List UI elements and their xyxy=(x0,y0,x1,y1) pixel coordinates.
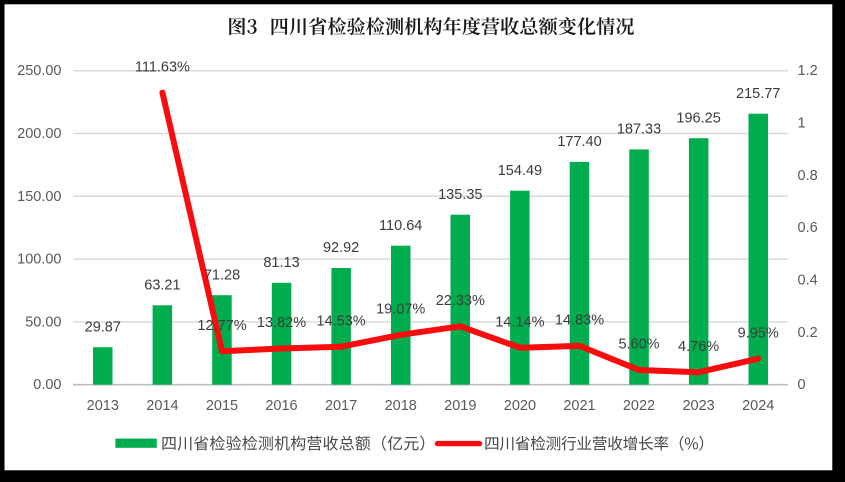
svg-text:0.4: 0.4 xyxy=(798,273,818,289)
svg-text:2015: 2015 xyxy=(206,398,238,414)
svg-text:110.64: 110.64 xyxy=(379,218,422,234)
svg-text:2016: 2016 xyxy=(265,398,297,414)
svg-text:2019: 2019 xyxy=(444,398,476,414)
svg-text:111.63%: 111.63% xyxy=(135,59,190,75)
svg-text:2021: 2021 xyxy=(563,398,595,414)
svg-text:9.95%: 9.95% xyxy=(738,325,779,341)
svg-text:19.07%: 19.07% xyxy=(376,302,425,318)
svg-text:100.00: 100.00 xyxy=(17,252,61,268)
svg-text:50.00: 50.00 xyxy=(25,314,61,330)
svg-text:2017: 2017 xyxy=(325,398,357,414)
svg-text:92.92: 92.92 xyxy=(323,240,359,256)
svg-text:14.83%: 14.83% xyxy=(555,313,604,329)
svg-text:154.49: 154.49 xyxy=(498,163,542,179)
svg-text:5.60%: 5.60% xyxy=(618,337,659,353)
svg-text:29.87: 29.87 xyxy=(85,319,121,335)
svg-text:1: 1 xyxy=(798,116,806,132)
svg-text:14.14%: 14.14% xyxy=(495,314,544,330)
svg-text:150.00: 150.00 xyxy=(17,189,61,205)
svg-text:12.77%: 12.77% xyxy=(197,318,246,334)
svg-text:0.2: 0.2 xyxy=(798,325,818,341)
svg-text:13.82%: 13.82% xyxy=(257,315,306,331)
svg-text:63.21: 63.21 xyxy=(144,278,180,294)
svg-text:215.77: 215.77 xyxy=(736,86,780,102)
svg-text:2023: 2023 xyxy=(682,398,714,414)
svg-text:4.76%: 4.76% xyxy=(678,339,719,355)
svg-text:200.00: 200.00 xyxy=(17,126,61,142)
svg-text:196.25: 196.25 xyxy=(676,110,720,126)
svg-text:2013: 2013 xyxy=(87,398,119,414)
svg-text:1.2: 1.2 xyxy=(798,63,818,79)
svg-text:0.8: 0.8 xyxy=(798,168,818,184)
svg-text:2024: 2024 xyxy=(742,398,774,414)
svg-text:187.33: 187.33 xyxy=(617,122,661,138)
svg-text:135.35: 135.35 xyxy=(438,187,482,203)
svg-text:0.6: 0.6 xyxy=(798,220,818,236)
svg-text:0: 0 xyxy=(798,377,806,393)
svg-text:2022: 2022 xyxy=(623,398,655,414)
svg-text:22.33%: 22.33% xyxy=(436,293,485,309)
svg-text:0.00: 0.00 xyxy=(33,377,61,393)
svg-text:14.53%: 14.53% xyxy=(317,313,366,329)
svg-text:81.13: 81.13 xyxy=(263,255,299,271)
svg-text:250.00: 250.00 xyxy=(17,63,61,79)
svg-text:2020: 2020 xyxy=(504,398,536,414)
svg-text:2014: 2014 xyxy=(146,398,178,414)
svg-text:71.28: 71.28 xyxy=(204,267,240,283)
svg-text:2018: 2018 xyxy=(385,398,417,414)
svg-text:177.40: 177.40 xyxy=(557,134,601,150)
